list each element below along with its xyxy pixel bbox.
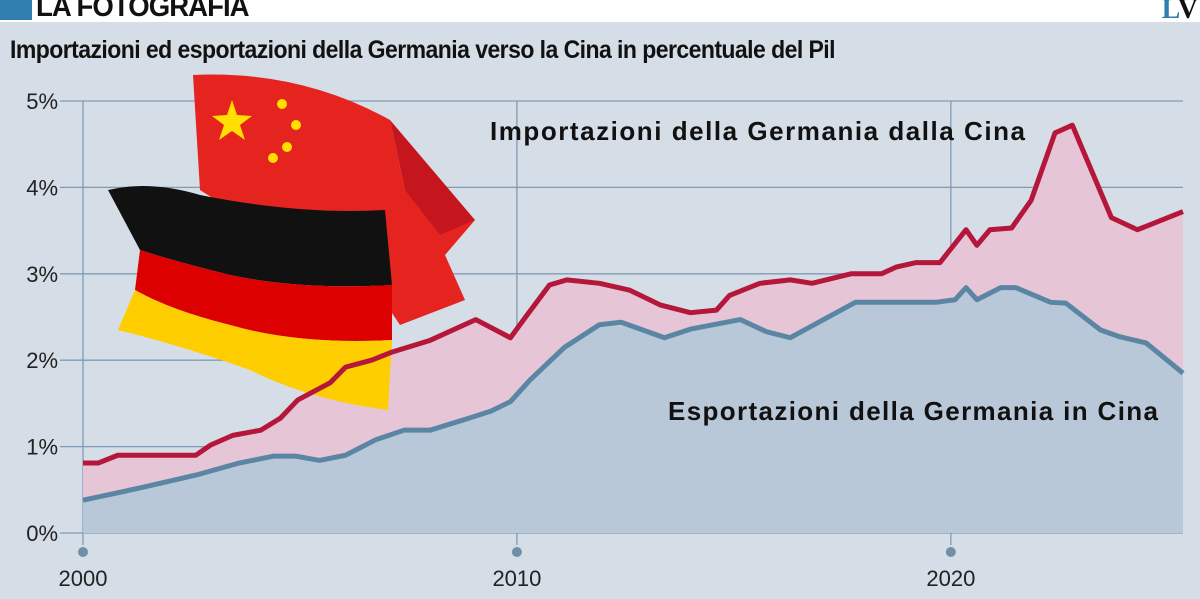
x-tick-label: 2010	[492, 566, 541, 591]
imports-line	[83, 122, 1184, 466]
china-flag-icon	[193, 74, 475, 325]
x-tick-dot	[78, 547, 88, 557]
y-tick-label: 1%	[26, 435, 58, 460]
imports-series-label: Importazioni della Germania dalla Cina	[490, 116, 1026, 146]
germany-flag-icon	[108, 186, 392, 410]
y-tick-label: 3%	[26, 262, 58, 287]
exports-series-label: Esportazioni della Germania in Cina	[668, 396, 1159, 426]
logo: LV	[1161, 0, 1198, 25]
section-title: LA FOTOGRAFIA	[36, 0, 250, 23]
flags-illustration	[108, 74, 475, 410]
x-tick-label: 2000	[59, 566, 108, 591]
chart-title: Importazioni ed esportazioni della Germa…	[10, 36, 836, 64]
x-tick-label: 2020	[926, 566, 975, 591]
exports-line	[82, 285, 1185, 503]
y-tick-label: 2%	[26, 348, 58, 373]
exports-area	[83, 287, 1183, 533]
y-tick-label: 4%	[26, 175, 58, 200]
x-tick-dot	[511, 547, 522, 557]
section-marker	[0, 0, 32, 20]
y-tick-label: 5%	[26, 89, 58, 114]
x-tick-dot	[945, 547, 956, 557]
header-bar: LA FOTOGRAFIA LV	[0, 0, 1200, 25]
y-tick-label: 0%	[26, 521, 58, 546]
